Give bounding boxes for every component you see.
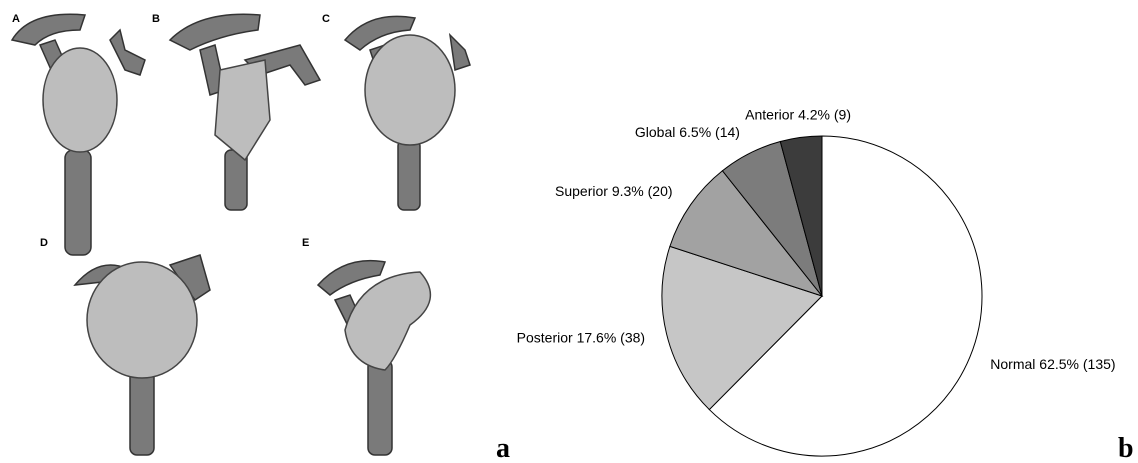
figure-label: b: [1118, 433, 1134, 463]
slice-label: Anterior 4.2% (9): [745, 106, 851, 122]
panel-label: D: [40, 237, 48, 249]
slice-label: Superior 9.3% (20): [555, 183, 673, 199]
panel-label: C: [322, 13, 330, 25]
panel-label: A: [12, 13, 20, 25]
pie-chart: Normal 62.5% (135) Posterior 17.6% (38) Su…: [517, 106, 1116, 457]
pie-slice: [661, 245, 823, 411]
panel-label: E: [302, 237, 309, 249]
figure-label: a: [496, 433, 510, 463]
panel-label: B: [152, 13, 160, 25]
scapula-renderings: [10, 13, 471, 456]
slice-label: Normal 62.5% (135): [990, 356, 1115, 372]
pie-slice: [708, 135, 983, 457]
slice-label: Global 6.5% (14): [635, 124, 740, 140]
pie-slice: [779, 135, 823, 297]
pie-slice: [669, 170, 824, 297]
slice-label: Posterior 17.6% (38): [517, 329, 645, 345]
